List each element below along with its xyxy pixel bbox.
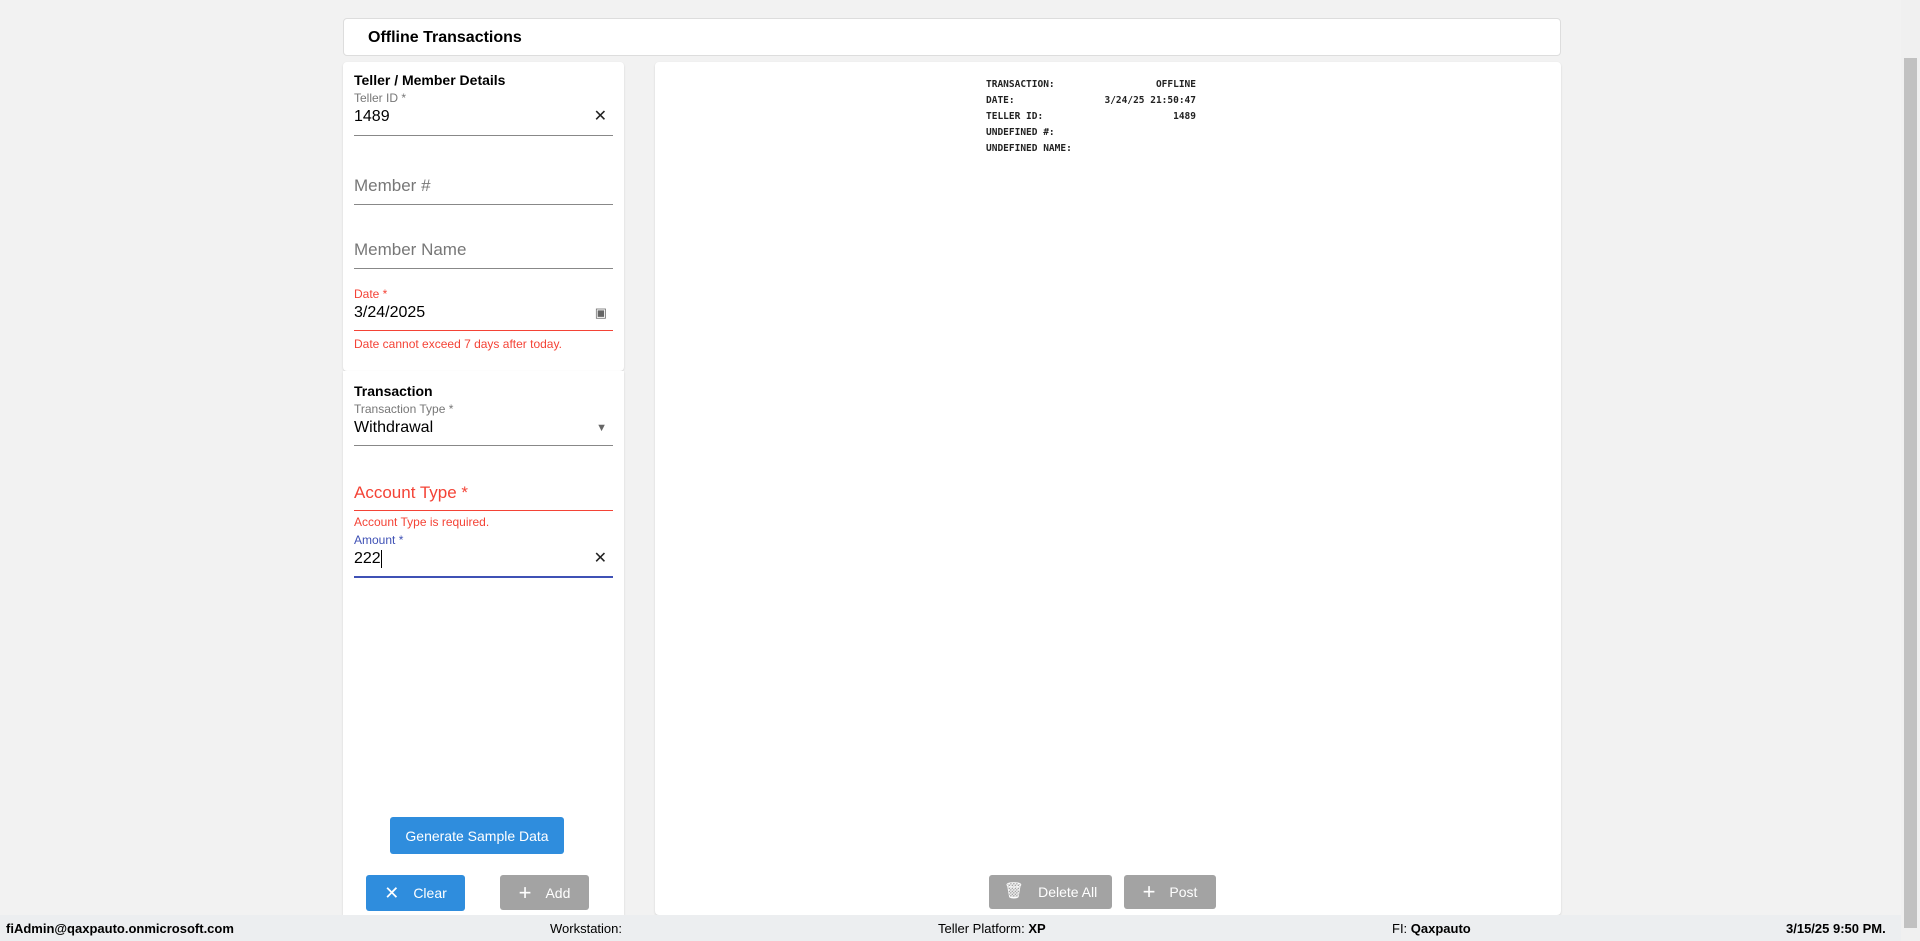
workstation-label: Workstation:: [550, 921, 623, 936]
field-label: Teller ID *: [354, 91, 407, 105]
account-type-error: Account Type is required.: [354, 515, 490, 529]
field-placeholder: Member Name: [354, 240, 467, 259]
status-bar: fiAdmin@qaxpauto.onmicrosoft.com Worksta…: [0, 915, 1901, 941]
clear-icon[interactable]: ✕: [593, 108, 607, 125]
field-value: 1489: [354, 108, 390, 125]
scrollbar[interactable]: [1901, 0, 1920, 941]
account-type-select[interactable]: Account Type * Account Type is required.: [354, 481, 613, 529]
post-button[interactable]: + Post: [1124, 875, 1216, 909]
receipt-key: TRANSACTION:: [986, 79, 1055, 90]
plus-icon: +: [518, 879, 532, 905]
delete-all-button[interactable]: 🗑 Delete All: [989, 875, 1112, 909]
field-label: Transaction Type *: [354, 402, 454, 416]
scrollbar-thumb[interactable]: [1904, 58, 1917, 928]
receipt-key: TELLER ID:: [986, 111, 1044, 122]
button-label: Delete All: [1038, 884, 1098, 900]
receipt-preview-panel: TRANSACTION: OFFLINE DATE: 3/24/25 21:50:47…: [655, 62, 1561, 915]
receipt-line: TELLER ID: 1489: [986, 109, 1196, 125]
date-field[interactable]: Date * 3/24/2025 ▣ Date cannot exceed 7 d…: [354, 287, 613, 351]
member-name-field[interactable]: Member Name: [354, 238, 613, 269]
teller-member-panel: Teller / Member Details Teller ID * 1489…: [343, 62, 624, 371]
dropdown-arrow-icon[interactable]: ▼: [596, 422, 607, 434]
transaction-type-select[interactable]: Transaction Type * Withdrawal ▼: [354, 402, 613, 446]
user-email: fiAdmin@qaxpauto.onmicrosoft.com: [6, 921, 234, 936]
clear-button[interactable]: ✕ Clear: [366, 875, 465, 911]
section-title: Transaction: [354, 383, 433, 399]
field-placeholder: Member #: [354, 176, 431, 195]
field-value: 3/24/2025: [354, 304, 426, 321]
generate-sample-data-button[interactable]: Generate Sample Data: [390, 817, 564, 854]
button-label: Post: [1169, 884, 1198, 900]
field-label: Date *: [354, 287, 388, 301]
button-label: Generate Sample Data: [405, 827, 549, 844]
fi-label: FI:: [1392, 921, 1408, 936]
field-label: Amount *: [354, 533, 404, 547]
receipt-key: UNDEFINED NAME:: [986, 143, 1072, 154]
close-icon: ✕: [384, 883, 400, 903]
section-title: Teller / Member Details: [354, 72, 506, 88]
receipt-value: OFFLINE: [1155, 79, 1196, 90]
field-placeholder: Account Type *: [354, 483, 469, 502]
fi-value: Qaxpauto: [1410, 921, 1471, 936]
page-title: Offline Transactions: [368, 29, 522, 46]
page-header: Offline Transactions: [343, 18, 1561, 56]
calendar-icon[interactable]: ▣: [594, 305, 607, 320]
teller-id-field[interactable]: Teller ID * 1489 ✕: [354, 91, 613, 136]
plus-icon: +: [1142, 879, 1156, 904]
receipt-key: UNDEFINED #:: [986, 127, 1055, 138]
receipt-line: UNDEFINED NAME:: [986, 141, 1196, 157]
receipt-key: DATE:: [986, 95, 1015, 106]
button-label: Clear: [413, 885, 447, 901]
receipt-line: TRANSACTION: OFFLINE: [986, 77, 1196, 93]
field-value: Withdrawal: [354, 419, 434, 436]
member-number-field[interactable]: Member #: [354, 174, 613, 205]
button-label: Add: [545, 884, 571, 901]
clear-icon[interactable]: ✕: [593, 550, 607, 567]
field-value: 222: [354, 550, 381, 567]
receipt-value: 3/24/25 21:50:47: [1104, 95, 1196, 106]
trash-icon: 🗑: [1003, 883, 1025, 900]
receipt-value: 1489: [1173, 111, 1196, 122]
receipt-line: UNDEFINED #:: [986, 125, 1196, 141]
add-button[interactable]: + Add: [500, 875, 589, 910]
receipt: TRANSACTION: OFFLINE DATE: 3/24/25 21:50:47…: [986, 77, 1196, 157]
date-error: Date cannot exceed 7 days after today.: [354, 337, 562, 351]
datetime: 3/15/25 9:50 PM.: [1786, 921, 1886, 936]
receipt-line: DATE: 3/24/25 21:50:47: [986, 93, 1196, 109]
platform-value: XP: [1028, 921, 1046, 936]
transaction-panel: Transaction Transaction Type * Withdrawa…: [343, 371, 624, 915]
amount-field[interactable]: Amount * 222 ✕: [354, 533, 613, 578]
platform-label: Teller Platform:: [938, 921, 1025, 936]
